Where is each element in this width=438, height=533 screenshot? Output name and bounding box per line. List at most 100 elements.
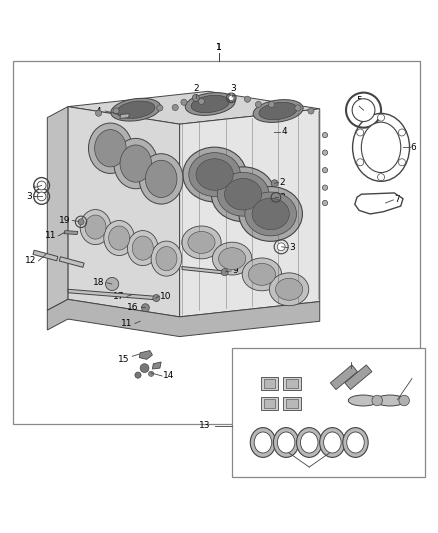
Ellipse shape	[347, 432, 364, 453]
Ellipse shape	[242, 258, 282, 291]
Circle shape	[399, 395, 410, 406]
Bar	[264, 399, 276, 408]
Circle shape	[106, 278, 119, 290]
Text: 4: 4	[282, 127, 287, 136]
Circle shape	[378, 174, 385, 181]
Ellipse shape	[109, 226, 130, 250]
Text: 11: 11	[45, 231, 56, 240]
Circle shape	[268, 101, 275, 108]
Ellipse shape	[183, 147, 246, 202]
Circle shape	[141, 304, 149, 312]
Ellipse shape	[239, 187, 302, 241]
Ellipse shape	[111, 98, 161, 121]
Circle shape	[322, 133, 328, 138]
Bar	[286, 379, 297, 388]
Text: 3: 3	[289, 243, 295, 252]
Circle shape	[244, 96, 251, 102]
Polygon shape	[345, 365, 372, 390]
Text: 1: 1	[216, 43, 222, 52]
Text: 17: 17	[113, 292, 124, 301]
Ellipse shape	[80, 209, 111, 245]
Circle shape	[399, 159, 406, 166]
Circle shape	[229, 95, 235, 101]
Text: 5: 5	[356, 96, 362, 106]
Text: 3: 3	[26, 192, 32, 201]
Circle shape	[322, 185, 328, 190]
Circle shape	[172, 104, 178, 110]
Text: 18: 18	[93, 278, 104, 287]
Ellipse shape	[297, 427, 322, 457]
Ellipse shape	[219, 248, 246, 270]
Text: 4: 4	[96, 107, 102, 116]
Ellipse shape	[277, 432, 295, 453]
Circle shape	[113, 108, 119, 114]
Text: 14: 14	[163, 372, 175, 381]
Ellipse shape	[185, 93, 235, 116]
Polygon shape	[68, 107, 180, 317]
Text: 11: 11	[346, 351, 357, 360]
Text: 12: 12	[25, 256, 36, 265]
Polygon shape	[330, 365, 357, 390]
Ellipse shape	[212, 167, 275, 222]
Text: 8: 8	[279, 193, 285, 202]
Ellipse shape	[259, 102, 297, 120]
Ellipse shape	[104, 221, 134, 255]
Polygon shape	[139, 351, 152, 359]
Text: 10: 10	[160, 292, 171, 301]
Circle shape	[78, 219, 84, 225]
Bar	[13, 61, 420, 424]
Circle shape	[229, 95, 234, 101]
Circle shape	[153, 295, 160, 302]
Ellipse shape	[253, 100, 303, 123]
Circle shape	[198, 98, 205, 104]
Ellipse shape	[145, 160, 177, 198]
Circle shape	[221, 269, 228, 276]
Circle shape	[295, 105, 301, 111]
Ellipse shape	[300, 432, 318, 453]
Circle shape	[37, 181, 46, 190]
Ellipse shape	[117, 101, 155, 118]
Text: 3: 3	[306, 469, 312, 478]
Ellipse shape	[248, 263, 276, 285]
Text: 15: 15	[118, 355, 129, 364]
Ellipse shape	[250, 427, 276, 457]
Ellipse shape	[88, 123, 132, 173]
Ellipse shape	[212, 242, 252, 275]
Ellipse shape	[254, 432, 272, 453]
Text: 3: 3	[230, 84, 237, 93]
Bar	[283, 377, 300, 390]
Bar	[264, 379, 276, 388]
Text: 2: 2	[193, 84, 198, 93]
Text: 7: 7	[394, 196, 400, 205]
Circle shape	[148, 371, 154, 376]
Ellipse shape	[375, 395, 405, 406]
Ellipse shape	[188, 231, 215, 253]
Text: 16: 16	[127, 303, 138, 312]
Ellipse shape	[196, 159, 233, 190]
Circle shape	[181, 99, 187, 106]
Text: 12: 12	[413, 374, 425, 383]
Text: 6: 6	[411, 143, 417, 152]
Polygon shape	[180, 109, 320, 317]
Circle shape	[277, 243, 285, 251]
Circle shape	[322, 167, 328, 173]
Ellipse shape	[348, 395, 378, 406]
Polygon shape	[68, 91, 320, 124]
Bar	[232, 348, 425, 477]
Ellipse shape	[114, 139, 158, 189]
Text: 9: 9	[232, 266, 238, 276]
Ellipse shape	[182, 226, 221, 259]
Ellipse shape	[343, 427, 368, 457]
Ellipse shape	[120, 145, 152, 182]
Ellipse shape	[269, 273, 309, 306]
Polygon shape	[68, 289, 156, 300]
Ellipse shape	[191, 95, 230, 112]
Circle shape	[271, 180, 278, 187]
Ellipse shape	[273, 427, 299, 457]
Circle shape	[37, 192, 46, 201]
Text: 13: 13	[199, 421, 210, 430]
Circle shape	[192, 94, 199, 101]
Polygon shape	[120, 114, 129, 118]
Text: 1: 1	[216, 43, 222, 52]
Ellipse shape	[139, 154, 183, 204]
